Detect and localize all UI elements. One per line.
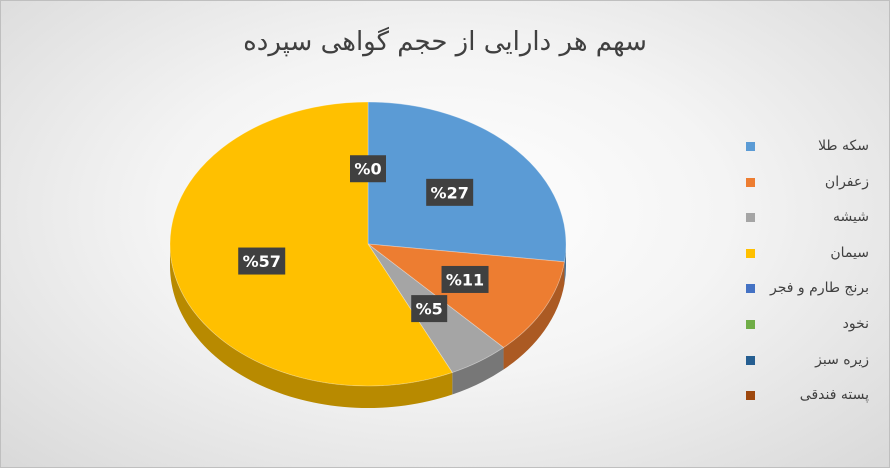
data-label-3: %57 — [238, 247, 286, 275]
legend-item: پسته فندقی — [737, 378, 887, 414]
legend-item: سیمان — [737, 236, 887, 272]
legend-item: زیره سبز — [737, 343, 887, 379]
legend-item: زعفران — [737, 165, 887, 201]
data-label-box — [411, 295, 448, 323]
data-label-text: %5 — [416, 300, 443, 319]
data-label-4: %0 — [350, 155, 386, 183]
pie-slice-1 — [366, 243, 565, 349]
legend-label: برنج طارم و فجر — [770, 280, 869, 297]
legend-item: برنج طارم و فجر — [737, 271, 887, 307]
legend-item: سکه طلا — [737, 129, 887, 165]
legend-swatch — [746, 248, 755, 258]
pie-slice-3 — [169, 101, 453, 387]
pie-slice-side-3 — [170, 244, 453, 408]
legend-swatch — [746, 177, 755, 187]
chart-title: سهم هر دارایی از حجم گواهی سپرده — [243, 27, 647, 57]
pie-slice-side-0 — [564, 244, 566, 284]
pie-slice-side-1 — [503, 261, 565, 370]
data-label-text: %27 — [431, 183, 469, 202]
legend-label: سکه طلا — [818, 138, 869, 154]
legend-item: شیشه — [737, 200, 887, 236]
legend-swatch — [746, 213, 755, 223]
data-label-1: %11 — [441, 265, 489, 293]
legend-item: نخود — [737, 307, 887, 343]
data-label-text: %11 — [446, 270, 484, 289]
pie-top — [169, 101, 567, 387]
data-label-box — [441, 265, 489, 293]
chart-legend: سکه طلا زعفران شیشه سیمان برنج طارم و فجر نخو… — [737, 129, 887, 414]
data-labels: %27 %11%5 %57 %0 — [238, 155, 489, 323]
legend-swatch — [746, 355, 755, 365]
legend-swatch — [746, 142, 755, 151]
data-label-box — [426, 178, 474, 206]
legend-label: زیره سبز — [815, 351, 869, 368]
data-label-text: %57 — [243, 252, 281, 271]
pie-slice-side-2 — [452, 347, 504, 395]
data-label-2: %5 — [411, 295, 448, 323]
legend-swatch — [746, 284, 755, 294]
legend-label: شیشه — [833, 209, 869, 226]
legend-label: زعفران — [824, 173, 869, 190]
legend-label: نخود — [842, 315, 869, 332]
legend-label: سیمان — [830, 244, 869, 261]
legend-swatch — [746, 391, 755, 401]
pie-sides — [170, 244, 566, 408]
data-label-0: %27 — [426, 178, 474, 206]
data-label-box — [350, 155, 386, 183]
legend-label: پسته فندقی — [799, 387, 869, 404]
data-label-text: %0 — [354, 160, 381, 179]
legend-swatch — [746, 319, 755, 329]
data-label-box — [238, 247, 286, 275]
